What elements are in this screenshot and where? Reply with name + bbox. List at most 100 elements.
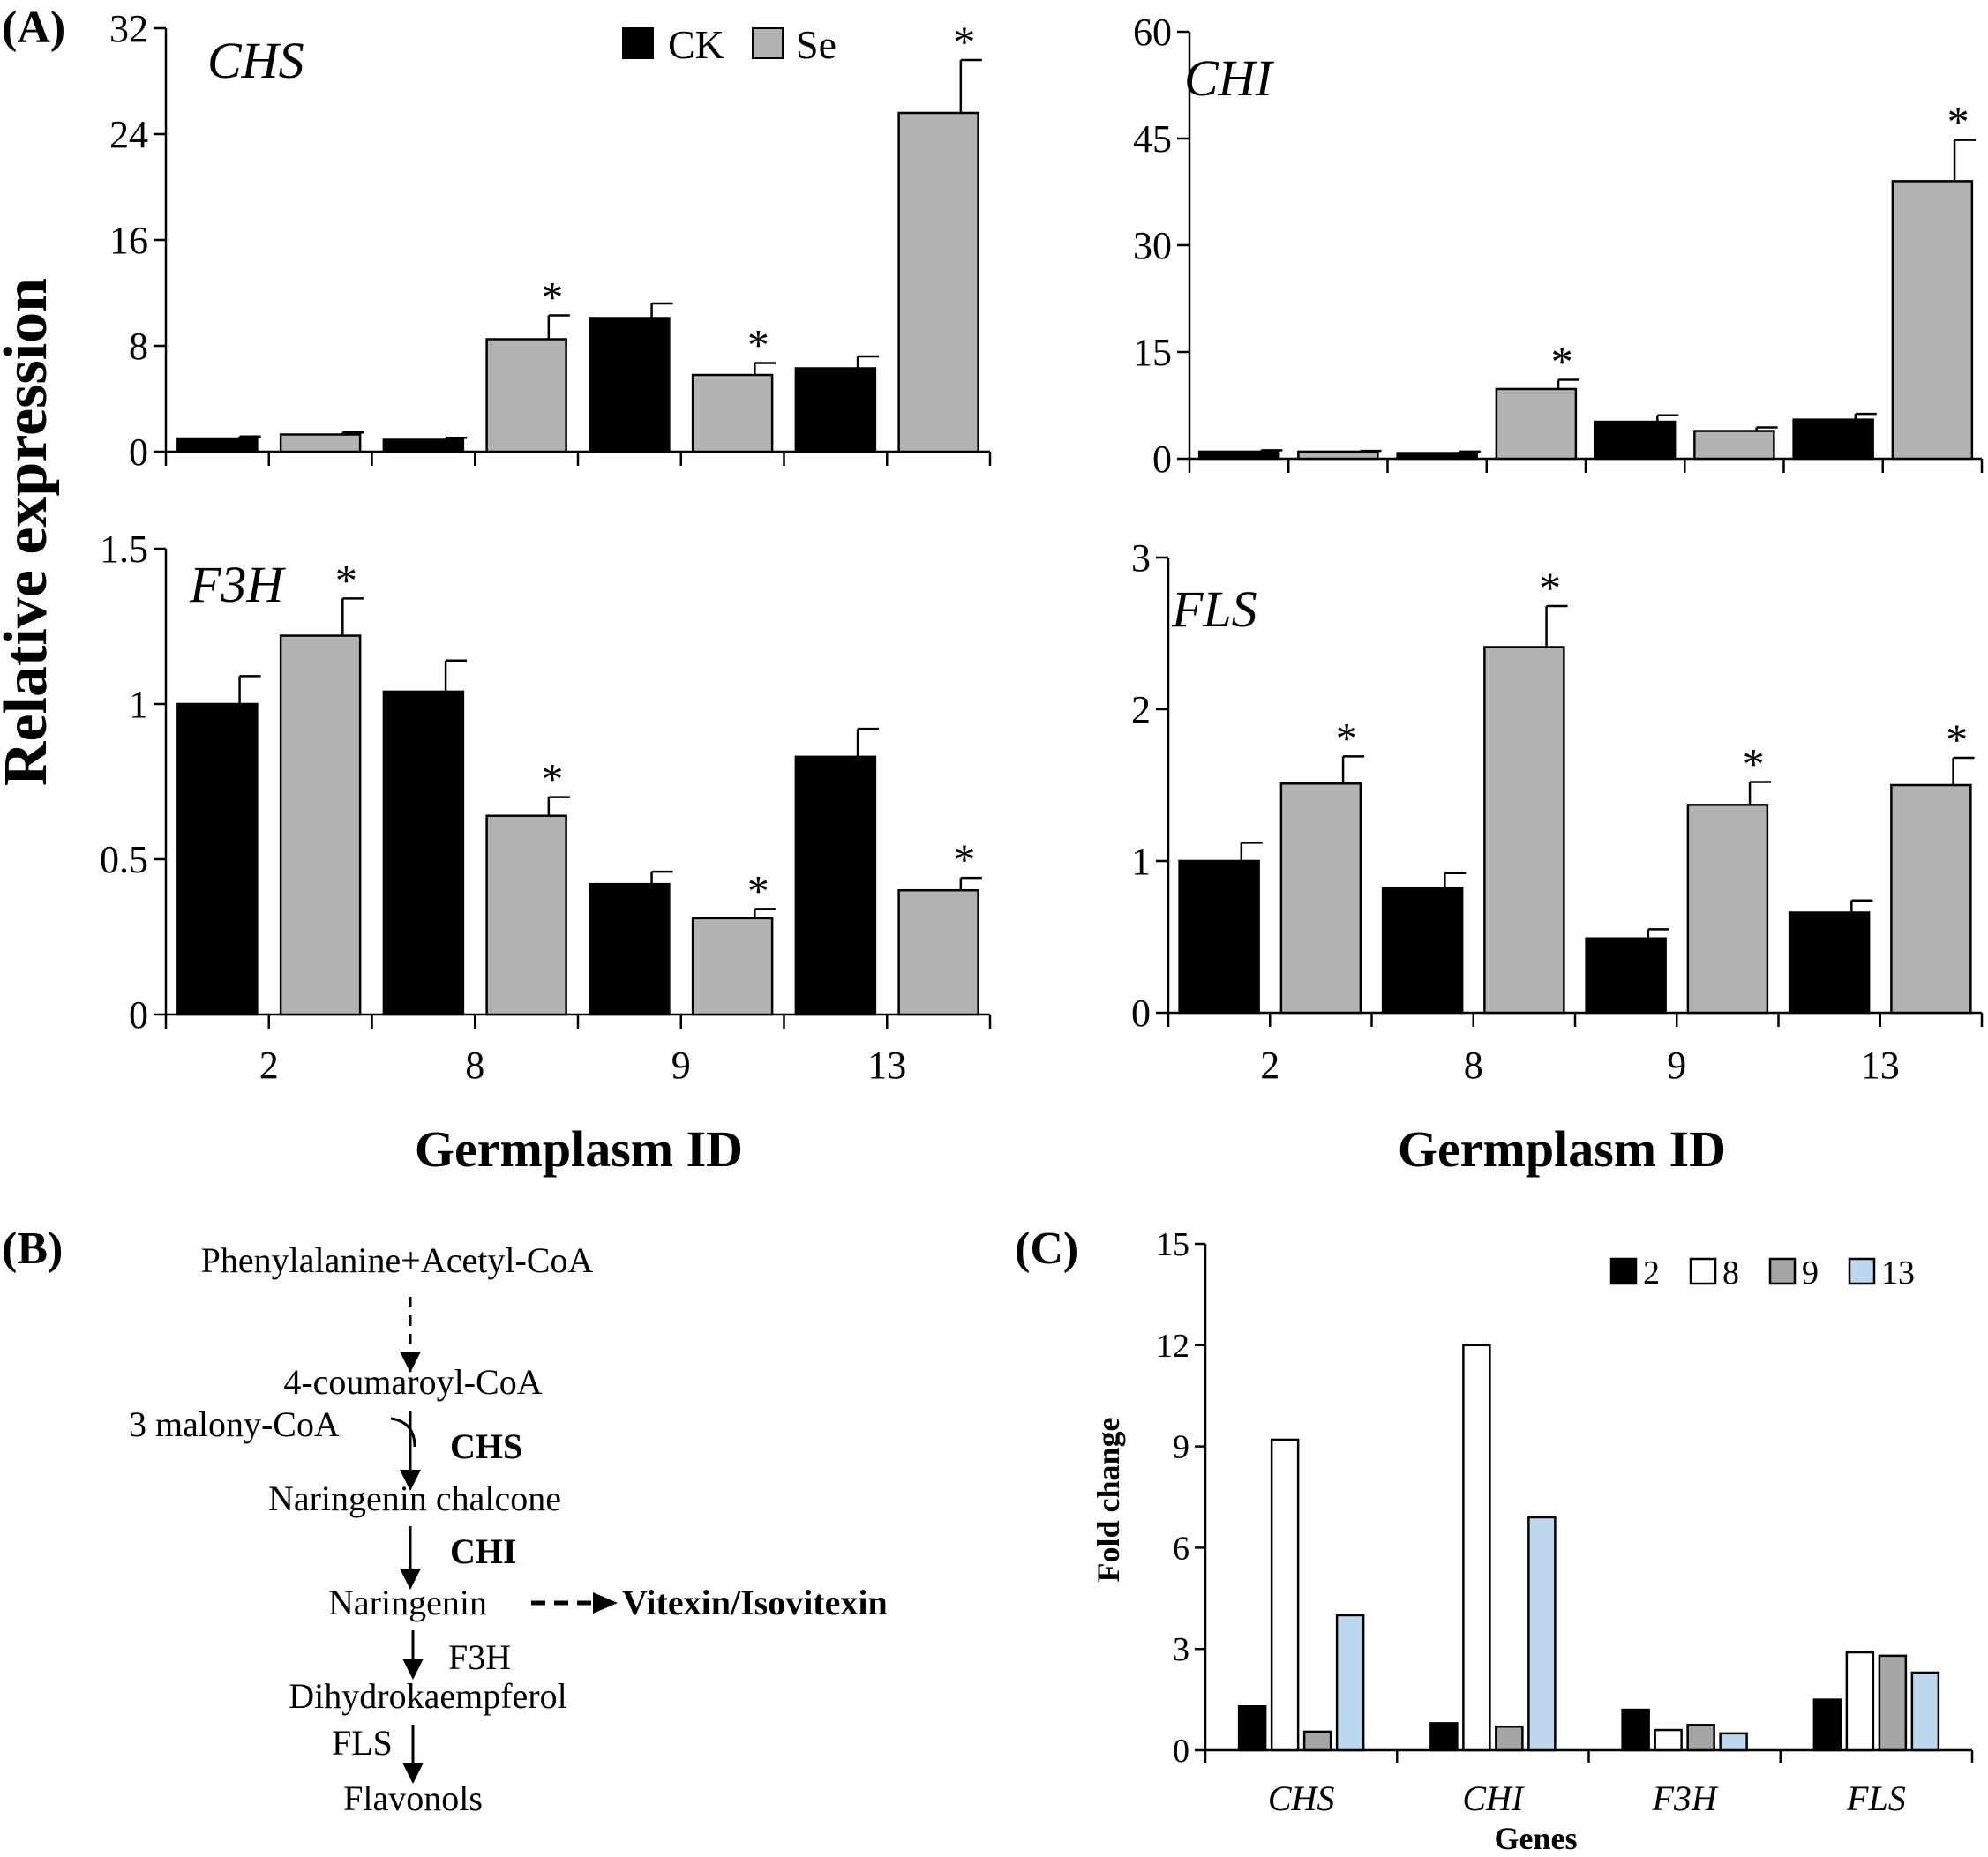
fold-x-tick-label: F3H <box>1651 1778 1718 1818</box>
fls-bar-Se-9 <box>1686 804 1769 1015</box>
fold-y-tick-label: 0 <box>1173 1733 1189 1770</box>
fold-y-tick-label: 6 <box>1173 1530 1189 1567</box>
f3h-significance-13: * <box>953 835 975 884</box>
chs-bar-CK-13 <box>794 367 877 453</box>
chs-bar-Se-13 <box>897 111 979 453</box>
fls-y-tick-label: 2 <box>1131 688 1151 731</box>
legend-swatch-se <box>752 27 784 59</box>
f3h-bar-Se-8 <box>485 814 567 1016</box>
fls-bar-CK-13 <box>1788 911 1871 1015</box>
f3h-title: F3H <box>189 556 286 613</box>
chi-y-tick-label: 0 <box>1152 438 1172 481</box>
fold-bar-13-CHI <box>1527 1516 1557 1752</box>
pathway-arrowhead-vitexin <box>593 1592 618 1614</box>
fls-bar-Se-8 <box>1483 646 1565 1015</box>
fls-chart: 0 1 2 3 2 * 8 * 9 * 13 * FLS <box>1131 536 1984 1087</box>
f3h-bar-CK-9 <box>589 882 671 1016</box>
fls-title: FLS <box>1171 580 1257 638</box>
chi-bar-CK-8 <box>1396 452 1478 461</box>
fold-legend-label-2: 2 <box>1643 1254 1660 1292</box>
pathway-chalcone: Naringenin chalcone <box>268 1479 561 1518</box>
chs-bar-Se-2 <box>279 433 362 453</box>
chi-y-tick-label: 30 <box>1133 224 1172 267</box>
f3h-y-tick-label: 0 <box>129 993 148 1037</box>
fls-x-tick-label: 8 <box>1464 1044 1483 1087</box>
chi-y-tick-label: 45 <box>1133 117 1172 161</box>
fls-x-tick-label: 2 <box>1260 1044 1279 1087</box>
fold-bar-2-F3H <box>1621 1708 1650 1752</box>
fold-x-tick-label: CHI <box>1462 1778 1525 1818</box>
f3h-x-tick-label: 8 <box>465 1044 484 1087</box>
chi-bar-CK-2 <box>1197 450 1280 461</box>
chi-bar-Se-13 <box>1891 180 1974 461</box>
fold-x-axis-title: Genes <box>1495 1821 1578 1856</box>
panel-a-legend: CK Se <box>622 22 836 67</box>
panel-a-right-x-axis-title: Germplasm ID <box>1398 1120 1726 1178</box>
pathway-dihydrokaempferol: Dihydrokaempferol <box>289 1676 566 1716</box>
chi-bar-CK-13 <box>1792 418 1874 461</box>
fold-bar-13-FLS <box>1910 1671 1940 1752</box>
f3h-x-tick-label: 13 <box>867 1044 906 1087</box>
fold-change-chart: 0 3 6 9 12 15 CHS CHI F3H FLS Genes Fold change <box>1091 1226 1974 1856</box>
chs-title: CHS <box>207 32 304 89</box>
fold-bar-2-CHS <box>1237 1705 1267 1752</box>
f3h-significance-9: * <box>747 865 769 915</box>
chi-significance-13: * <box>1947 97 1969 146</box>
chs-y-tick-label: 24 <box>109 113 148 156</box>
panel-label-b: (B) <box>2 1224 63 1274</box>
chs-bar-Se-9 <box>691 373 774 453</box>
chi-bar-CK-9 <box>1594 420 1677 461</box>
panel-label-a: (A) <box>2 3 65 53</box>
fls-significance-8: * <box>1539 563 1561 612</box>
f3h-bar-CK-13 <box>794 755 877 1016</box>
fls-bar-Se-13 <box>1890 783 1972 1015</box>
fls-bar-CK-9 <box>1585 937 1667 1015</box>
fls-significance-2: * <box>1336 713 1358 762</box>
chi-bar-Se-8 <box>1495 387 1578 461</box>
f3h-y-tick-label: 0.5 <box>100 838 148 881</box>
fls-y-tick-label: 3 <box>1131 536 1151 580</box>
f3h-x-tick-label: 9 <box>671 1044 691 1087</box>
fls-y-tick-label: 0 <box>1131 992 1151 1035</box>
pathway-diagram: Phenylalanine+Acetyl-CoA 4-coumaroyl-CoA… <box>129 1240 888 1818</box>
f3h-y-tick-label: 1.5 <box>100 528 148 571</box>
f3h-x-tick-label: 2 <box>259 1044 279 1087</box>
pathway-malonyl-curve <box>390 1417 416 1448</box>
chs-chart: 0 8 16 24 32 * * * CHS <box>109 7 992 474</box>
chs-bar-CK-8 <box>382 438 465 453</box>
pathway-f3h-label: F3H <box>448 1637 511 1677</box>
chs-bar-Se-8 <box>485 338 567 453</box>
panel-a-left-x-axis-title: Germplasm ID <box>415 1120 743 1178</box>
chs-significance-8: * <box>541 273 563 322</box>
chs-significance-13: * <box>953 17 975 66</box>
fold-legend-label-8: 8 <box>1722 1254 1739 1292</box>
chi-y-tick-label: 15 <box>1133 331 1172 374</box>
fls-x-tick-label: 13 <box>1861 1044 1900 1087</box>
fold-legend-swatch-13 <box>1848 1257 1876 1285</box>
fold-x-tick-label: CHS <box>1268 1778 1335 1818</box>
fold-bar-9-CHI <box>1495 1725 1524 1752</box>
pathway-phenylalanine: Phenylalanine+Acetyl-CoA <box>201 1240 594 1280</box>
chs-bar-CK-9 <box>589 317 671 453</box>
legend-label-se: Se <box>796 22 836 67</box>
chi-title: CHI <box>1184 49 1275 107</box>
pathway-flavonols: Flavonols <box>343 1778 483 1818</box>
chs-y-tick-label: 16 <box>109 219 148 262</box>
fold-legend-swatch-8 <box>1689 1257 1717 1285</box>
fold-bar-9-F3H <box>1686 1724 1715 1752</box>
chs-y-tick-label: 8 <box>129 325 148 368</box>
f3h-bar-Se-13 <box>897 888 979 1016</box>
fold-bar-8-CHS <box>1270 1438 1300 1752</box>
fold-y-axis-title: Fold change <box>1091 1417 1126 1582</box>
pathway-chs-label: CHS <box>450 1426 522 1466</box>
f3h-bar-Se-9 <box>691 917 774 1016</box>
chs-bar-CK-2 <box>176 437 259 453</box>
fls-bar-CK-2 <box>1178 859 1260 1015</box>
fls-significance-13: * <box>1946 715 1968 764</box>
f3h-bar-CK-2 <box>176 702 259 1016</box>
fold-y-tick-label: 3 <box>1173 1631 1189 1668</box>
chi-chart: 0 15 30 45 60 * * CHI <box>1133 11 1984 481</box>
fold-legend-swatch-2 <box>1609 1257 1638 1285</box>
pathway-arrowhead-2 <box>400 1470 421 1491</box>
